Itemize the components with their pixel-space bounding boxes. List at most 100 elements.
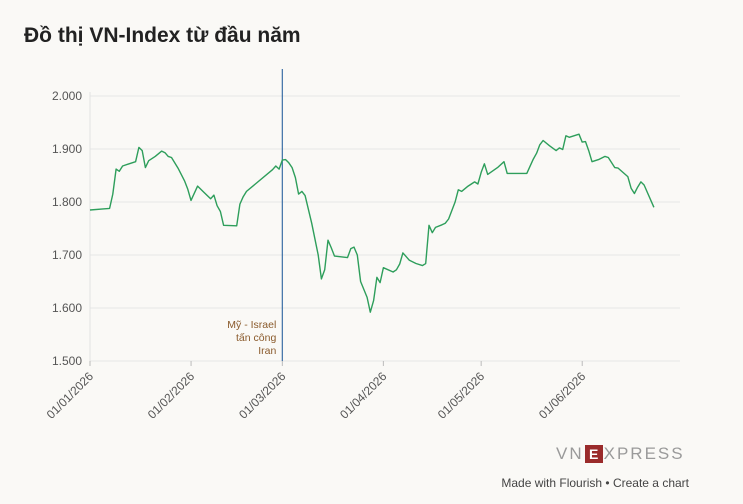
data-point bbox=[115, 168, 118, 171]
vnexpress-logo: VN E XPRESS bbox=[556, 444, 685, 464]
data-point bbox=[209, 197, 212, 200]
data-point bbox=[330, 246, 333, 249]
data-point bbox=[147, 159, 150, 162]
data-point bbox=[326, 239, 329, 242]
data-point bbox=[395, 268, 398, 271]
data-point bbox=[359, 280, 362, 283]
made-with-flourish-link[interactable]: Made with Flourish bbox=[501, 476, 603, 490]
data-point bbox=[141, 149, 144, 152]
data-point bbox=[502, 160, 505, 163]
data-point bbox=[597, 158, 600, 161]
data-point bbox=[137, 146, 140, 149]
data-point bbox=[349, 247, 352, 250]
data-point bbox=[317, 253, 320, 256]
grid-lines bbox=[89, 92, 680, 362]
data-point bbox=[284, 158, 287, 161]
data-point bbox=[356, 253, 359, 256]
data-point bbox=[323, 268, 326, 271]
data-point bbox=[235, 224, 238, 227]
data-point bbox=[144, 166, 147, 169]
data-point bbox=[294, 176, 297, 179]
data-point bbox=[281, 159, 284, 162]
data-point bbox=[542, 139, 545, 142]
data-point bbox=[278, 168, 281, 171]
data-point bbox=[636, 186, 639, 189]
annotation-label: Iran bbox=[258, 345, 276, 357]
data-point bbox=[538, 143, 541, 146]
x-tick-label: 01/05/2026 bbox=[435, 369, 488, 422]
y-tick-label: 1.500 bbox=[52, 354, 82, 368]
data-point bbox=[274, 164, 277, 167]
data-point bbox=[170, 156, 173, 159]
data-point bbox=[304, 194, 307, 197]
x-tick-label: 01/01/2026 bbox=[44, 369, 97, 422]
data-point bbox=[483, 162, 486, 165]
create-chart-link[interactable]: Create a chart bbox=[612, 476, 689, 490]
data-point bbox=[408, 259, 411, 262]
data-point bbox=[457, 188, 460, 191]
data-point bbox=[630, 187, 633, 190]
data-point bbox=[238, 203, 241, 206]
data-point bbox=[379, 281, 382, 284]
data-point bbox=[652, 206, 655, 209]
y-tick-label: 2.000 bbox=[52, 89, 82, 103]
data-point bbox=[626, 175, 629, 178]
data-point bbox=[134, 160, 137, 163]
data-point bbox=[525, 172, 528, 175]
data-point bbox=[333, 255, 336, 258]
data-point bbox=[480, 171, 483, 174]
data-point bbox=[555, 149, 558, 152]
x-tick-label: 01/03/2026 bbox=[236, 369, 289, 422]
y-tick-label: 1.700 bbox=[52, 248, 82, 262]
data-point bbox=[427, 224, 430, 227]
x-axis: 01/01/2026 01/02/2026 01/03/2026 01/04/2026… bbox=[44, 361, 589, 422]
data-point bbox=[590, 160, 593, 163]
data-point bbox=[568, 136, 571, 139]
data-point bbox=[271, 168, 274, 171]
data-point bbox=[300, 190, 303, 193]
data-point bbox=[128, 162, 131, 165]
data-point bbox=[111, 193, 114, 196]
data-point bbox=[242, 195, 245, 198]
data-point bbox=[613, 166, 616, 169]
data-point bbox=[431, 231, 434, 234]
annotation-label: tấn công bbox=[236, 332, 276, 344]
data-point bbox=[108, 207, 111, 210]
data-point bbox=[382, 266, 385, 269]
data-point bbox=[189, 199, 192, 202]
data-point bbox=[183, 179, 186, 182]
data-point bbox=[352, 246, 355, 249]
data-point bbox=[167, 155, 170, 158]
y-tick-label: 1.800 bbox=[52, 195, 82, 209]
data-point bbox=[366, 296, 369, 299]
data-point bbox=[603, 155, 606, 158]
logo-e-box: E bbox=[584, 445, 603, 463]
data-point bbox=[212, 194, 215, 197]
data-point bbox=[163, 151, 166, 154]
data-point bbox=[434, 226, 437, 229]
data-point bbox=[421, 264, 424, 267]
data-point bbox=[581, 141, 584, 144]
series-line bbox=[89, 133, 655, 313]
data-point bbox=[447, 217, 450, 220]
data-point bbox=[118, 170, 121, 173]
data-point bbox=[496, 166, 499, 169]
data-point bbox=[643, 183, 646, 186]
data-point bbox=[372, 299, 375, 302]
logo-left: VN bbox=[556, 444, 584, 463]
data-point bbox=[392, 270, 395, 273]
x-tick-label: 01/06/2026 bbox=[536, 369, 589, 422]
data-point bbox=[216, 204, 219, 207]
data-point bbox=[154, 155, 157, 158]
data-point bbox=[310, 222, 313, 225]
data-point bbox=[176, 167, 179, 170]
data-point bbox=[607, 156, 610, 159]
data-point bbox=[369, 311, 372, 314]
data-point bbox=[506, 172, 509, 175]
y-tick-label: 1.900 bbox=[52, 142, 82, 156]
data-point bbox=[219, 210, 222, 213]
data-point bbox=[203, 191, 206, 194]
data-point bbox=[346, 256, 349, 259]
